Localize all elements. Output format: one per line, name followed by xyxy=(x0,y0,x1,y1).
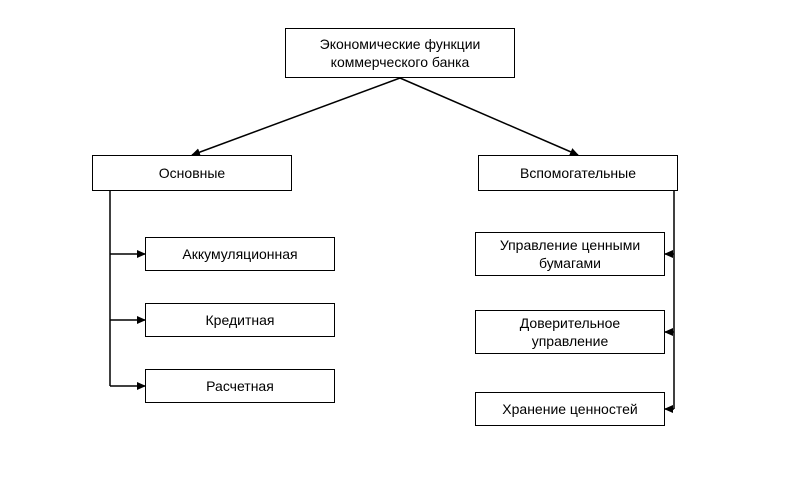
node-l2: Кредитная xyxy=(145,303,335,337)
node-right_cat: Вспомогательные xyxy=(478,155,678,191)
node-l3: Расчетная xyxy=(145,369,335,403)
node-left_cat: Основные xyxy=(92,155,292,191)
node-r2: Доверительноеуправление xyxy=(475,310,665,354)
node-l1: Аккумуляционная xyxy=(145,237,335,271)
node-r3: Хранение ценностей xyxy=(475,392,665,426)
node-r1: Управление ценнымибумагами xyxy=(475,232,665,276)
node-root: Экономические функциикоммерческого банка xyxy=(285,28,515,78)
